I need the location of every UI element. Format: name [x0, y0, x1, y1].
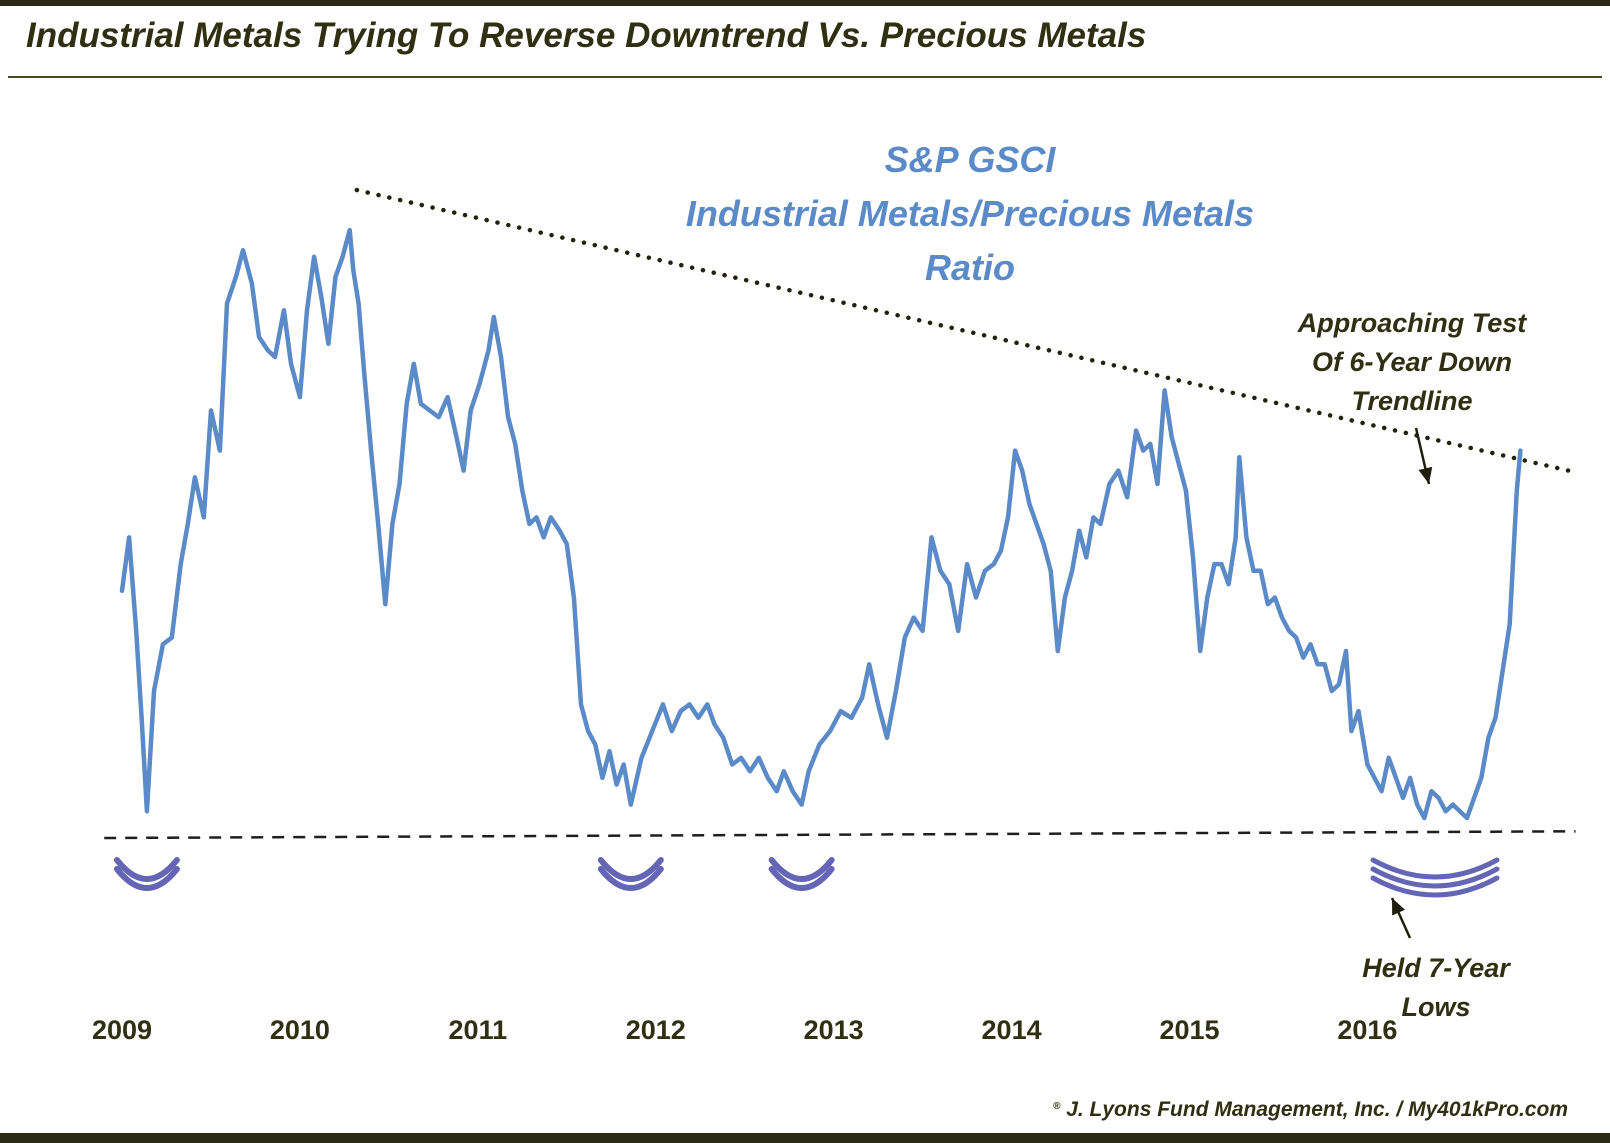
x-axis: 2009 2010 2011 2012 2013 2014 2015 2016 [92, 1015, 1397, 1045]
series-title: S&P GSCI Industrial Metals/Precious Metal… [686, 139, 1254, 288]
x-tick-2013: 2013 [804, 1015, 864, 1045]
x-tick-2011: 2011 [449, 1015, 508, 1045]
registered-mark: ® [1052, 1101, 1061, 1112]
credit-text: J. Lyons Fund Management, Inc. / My401kP… [1066, 1098, 1568, 1121]
low-2011-marker [597, 857, 664, 891]
x-tick-2009: 2009 [92, 1015, 152, 1045]
series-title-line-1: S&P GSCI [885, 139, 1057, 180]
low-2009-marker [113, 857, 180, 891]
series-title-line-3: Ratio [925, 247, 1015, 288]
trendline-annotation-line-3: Trendline [1351, 386, 1472, 416]
x-tick-2016: 2016 [1337, 1015, 1397, 1045]
low-2012-marker [768, 857, 835, 891]
trendline-arrow [1414, 427, 1433, 485]
title-divider [8, 76, 1602, 78]
annotations-layer: Approaching Test Of 6-Year Down Trendline H… [1297, 308, 1528, 1022]
trendline-annotation-line-1: Approaching Test [1297, 308, 1528, 338]
trendline-layer [104, 187, 1576, 840]
x-tick-2010: 2010 [270, 1015, 330, 1045]
page-title: Industrial Metals Trying To Reverse Down… [26, 16, 1147, 55]
x-tick-2015: 2015 [1159, 1015, 1219, 1045]
lows-annotation-line-2: Lows [1401, 992, 1470, 1022]
low-markers-layer [113, 857, 1500, 898]
copyright-credit: ® J. Lyons Fund Management, Inc. / My401… [1053, 1098, 1568, 1122]
series-line-0 [119, 227, 1523, 821]
series-layer [119, 227, 1523, 821]
top-border [0, 0, 1610, 6]
lows-arrow [1390, 897, 1412, 939]
down-trendline [354, 187, 1571, 473]
trendline-annotation-line-2: Of 6-Year Down [1312, 347, 1512, 377]
low-2016-marker [1370, 857, 1500, 898]
support-line [104, 830, 1576, 840]
x-tick-2014: 2014 [982, 1015, 1042, 1045]
series-title-line-2: Industrial Metals/Precious Metals [686, 193, 1254, 234]
bottom-border [0, 1133, 1610, 1143]
x-tick-2012: 2012 [626, 1015, 686, 1045]
lows-annotation-line-1: Held 7-Year [1362, 953, 1511, 983]
